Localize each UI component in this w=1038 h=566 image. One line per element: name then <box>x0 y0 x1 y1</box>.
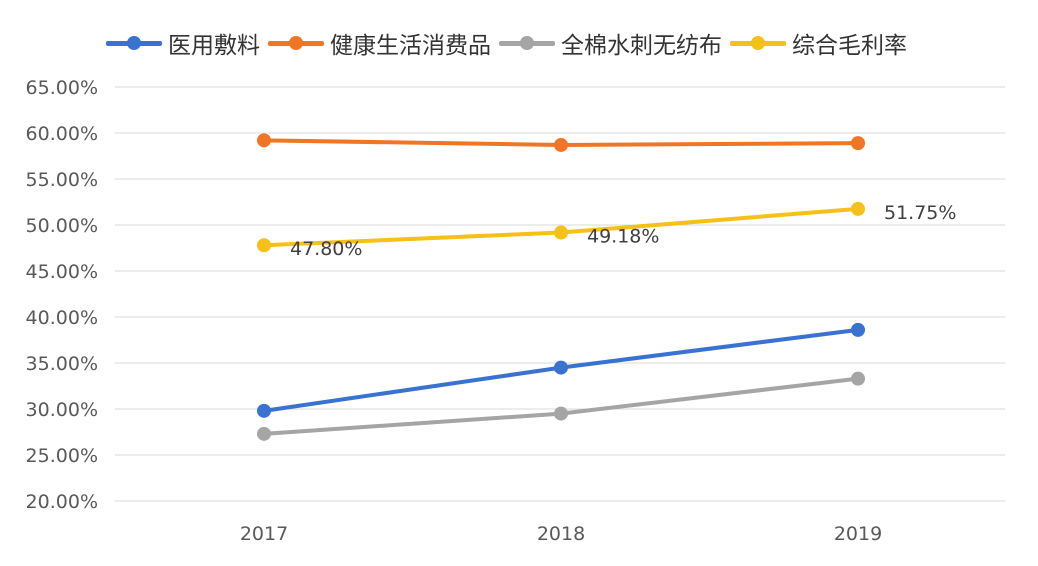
x-tick-label: 2017 <box>240 523 288 545</box>
x-tick-label: 2019 <box>834 523 882 545</box>
y-tick-label: 50.00% <box>26 215 98 237</box>
data-point <box>257 238 271 253</box>
data-point <box>554 406 568 421</box>
data-point <box>851 201 865 216</box>
data-point <box>554 225 568 240</box>
y-tick-label: 65.00% <box>26 77 98 99</box>
y-tick-label: 20.00% <box>26 491 98 513</box>
y-tick-label: 30.00% <box>26 399 98 421</box>
legend-item: 全棉水刺无纺布 <box>499 26 722 60</box>
x-tick-label: 2018 <box>537 523 585 545</box>
legend-label: 全棉水刺无纺布 <box>561 33 722 59</box>
data-point <box>554 360 568 375</box>
data-point <box>851 136 865 151</box>
y-tick-label: 35.00% <box>26 353 98 375</box>
legend-item: 综合毛利率 <box>730 26 907 60</box>
data-label: 49.18% <box>587 226 659 248</box>
legend-label: 综合毛利率 <box>792 33 907 59</box>
y-tick-label: 25.00% <box>26 445 98 467</box>
legend-label: 健康生活消费品 <box>330 33 491 59</box>
legend-item: 健康生活消费品 <box>268 26 491 60</box>
data-point <box>257 426 271 441</box>
legend-label: 医用敷料 <box>168 33 260 59</box>
data-point <box>257 133 271 148</box>
legend-marker-icon <box>499 35 555 50</box>
legend-marker-icon <box>268 35 324 50</box>
data-label: 47.80% <box>290 238 362 260</box>
data-point <box>257 403 271 418</box>
data-point <box>851 322 865 337</box>
legend: 医用敷料 健康生活消费品 全棉水刺无纺布 综合毛利率 <box>106 26 915 60</box>
legend-marker-icon <box>730 35 786 50</box>
data-label: 51.75% <box>884 202 956 224</box>
y-tick-label: 55.00% <box>26 169 98 191</box>
legend-marker-icon <box>106 35 162 50</box>
series-line <box>263 376 859 436</box>
legend-item: 医用敷料 <box>106 26 260 60</box>
y-tick-label: 45.00% <box>26 261 98 283</box>
data-point <box>851 371 865 386</box>
y-tick-label: 60.00% <box>26 123 98 145</box>
data-point <box>554 137 568 152</box>
y-tick-label: 40.00% <box>26 307 98 329</box>
